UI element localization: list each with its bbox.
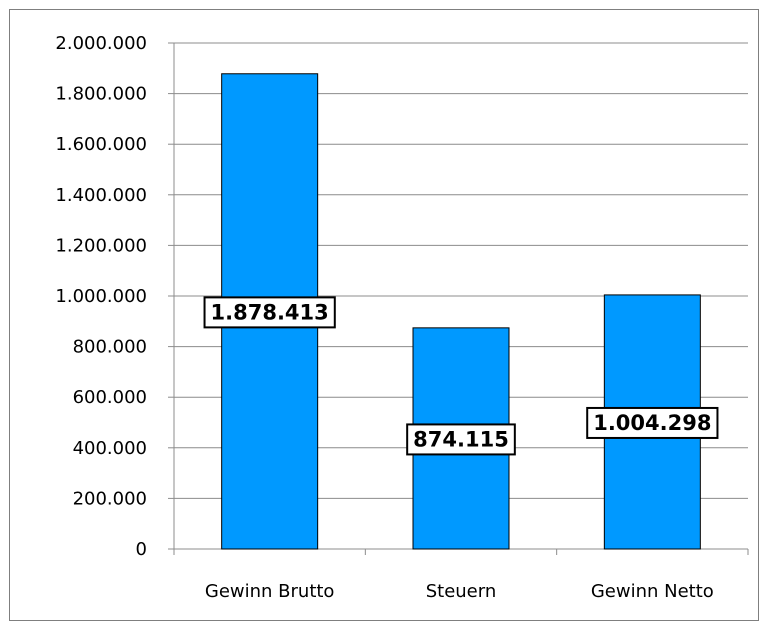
y-tick-label: 1.800.000: [55, 84, 147, 105]
data-label: 1.004.298: [593, 411, 711, 435]
axes: 0 200.000 400.000 600.000 800.000 1.000.000 1.…: [55, 33, 749, 602]
y-tick-label: 800.000: [73, 337, 147, 358]
y-tick-label: 1.400.000: [55, 185, 147, 206]
data-label-box: [586, 406, 719, 439]
x-category-label: Gewinn Netto: [591, 581, 714, 602]
y-tick-label: 2.000.000: [55, 33, 147, 54]
y-tick-label: 400.000: [73, 438, 147, 459]
y-tick-label: 1.200.000: [55, 235, 147, 256]
y-tick-label: 200.000: [73, 488, 147, 509]
x-category-label: Steuern: [426, 581, 497, 602]
y-tick-label: 600.000: [73, 387, 147, 408]
y-tick-label: 1.000.000: [55, 286, 147, 307]
data-label-box: [406, 423, 516, 456]
x-category-label: Gewinn Brutto: [205, 581, 335, 602]
y-tick-label: 1.600.000: [55, 134, 147, 155]
data-label: 1.878.413: [211, 300, 329, 324]
data-labels: 1.878.413 874.115 1.004.298: [203, 296, 719, 456]
data-label: 874.115: [413, 427, 509, 451]
y-tick-label: 0: [136, 539, 147, 560]
data-label-box: [203, 296, 336, 329]
